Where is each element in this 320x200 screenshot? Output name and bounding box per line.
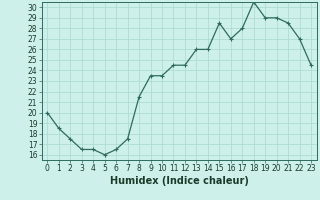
X-axis label: Humidex (Indice chaleur): Humidex (Indice chaleur) — [110, 176, 249, 186]
